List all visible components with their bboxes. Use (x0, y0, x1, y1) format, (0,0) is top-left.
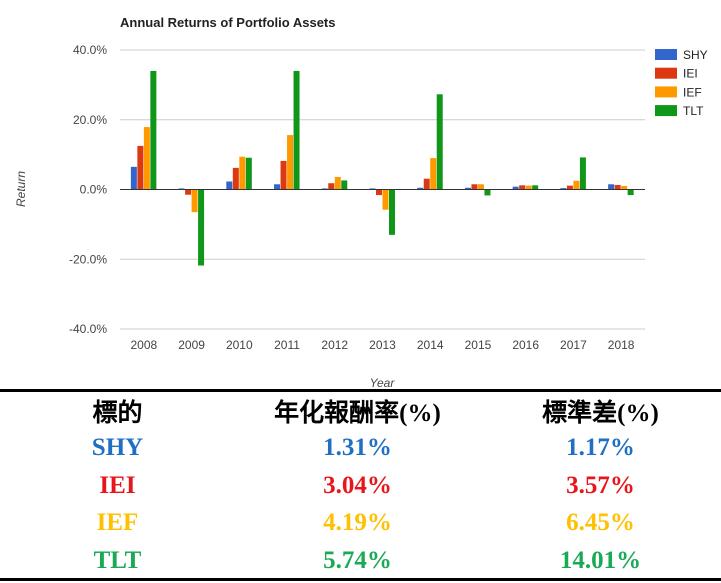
bar-tlt-2010 (245, 157, 252, 190)
legend-swatch-shy (655, 49, 677, 60)
bar-iei-2012 (328, 183, 335, 190)
bar-tlt-2015 (484, 189, 491, 196)
bar-shy-2013 (369, 188, 376, 190)
stdev-cell: 14.01% (559, 546, 642, 574)
bar-iei-2014 (423, 178, 430, 190)
bar-shy-2012 (321, 188, 328, 190)
y-tick-label: 40.0% (73, 43, 107, 57)
ticker-cell: IEI (99, 471, 136, 499)
bar-ief-2016 (525, 185, 532, 190)
bar-ief-2010 (239, 156, 246, 190)
ticker-cell: TLT (93, 546, 142, 574)
bar-ief-2012 (334, 176, 341, 190)
x-axis-label: Year (370, 376, 396, 390)
return-cell: 3.04% (323, 471, 392, 499)
header-ticker: 標的 (92, 399, 143, 427)
bar-iei-2009 (185, 189, 192, 195)
ticker-cell: SHY (91, 434, 144, 462)
legend-label-iei: IEI (683, 67, 698, 81)
legend-swatch-iei (655, 67, 677, 79)
legend-swatch-tlt (655, 105, 677, 117)
stats-header-row: 標的 年化報酬率(%) 標準差(%) (0, 392, 721, 430)
bar-ief-2013 (382, 189, 389, 210)
bar-tlt-2014 (436, 94, 443, 190)
bottom-rule (0, 578, 721, 581)
return-cell: 5.74% (323, 546, 392, 574)
bar-tlt-2008 (150, 70, 157, 190)
bar-shy-2017 (560, 188, 567, 190)
table-row: SHY 1.31% 1.17% (0, 430, 721, 468)
legend-label-shy: SHY (683, 48, 708, 62)
y-tick-label: -40.0% (69, 322, 107, 336)
y-tick-label: 0.0% (80, 183, 108, 197)
table-row: TLT 5.74% 14.01% (0, 542, 721, 580)
bar-tlt-2011 (293, 70, 300, 190)
bar-shy-2016 (512, 186, 519, 190)
bar-shy-2008 (130, 166, 137, 190)
bar-tlt-2013 (389, 189, 395, 235)
bar-shy-2009 (178, 188, 185, 190)
bar-tlt-2018 (627, 189, 634, 196)
y-axis-label: Return (14, 171, 28, 207)
chart-title: Annual Returns of Portfolio Assets (120, 15, 335, 30)
bar-ief-2018 (621, 186, 628, 190)
bar-ief-2017 (573, 180, 580, 190)
return-cell: 1.31% (323, 434, 392, 462)
x-tick-label: 2013 (369, 338, 396, 352)
bar-iei-2015 (471, 184, 478, 190)
bar-ief-2011 (287, 135, 294, 190)
header-annual-return: 年化報酬率(%) (274, 399, 441, 427)
x-tick-label: 2009 (178, 338, 205, 352)
bar-ief-2014 (430, 158, 437, 190)
x-tick-label: 2008 (131, 338, 158, 352)
bar-shy-2018 (608, 184, 615, 190)
bar-iei-2017 (566, 185, 573, 190)
stdev-cell: 6.45% (566, 509, 635, 537)
bar-iei-2008 (137, 145, 144, 190)
bar-iei-2011 (280, 160, 287, 190)
bar-tlt-2009 (198, 189, 205, 266)
y-tick-label: -20.0% (69, 252, 107, 266)
bar-iei-2018 (614, 184, 621, 190)
legend-swatch-ief (655, 86, 677, 98)
x-tick-label: 2018 (608, 338, 635, 352)
bar-shy-2011 (274, 184, 281, 190)
legend-label-tlt: TLT (683, 104, 704, 118)
header-stdev: 標準差(%) (542, 399, 659, 427)
bar-chart: Annual Returns of Portfolio Assets Retur… (14, 15, 708, 390)
stats-table: 標的 年化報酬率(%) 標準差(%) SHY 1.31% 1.17% IEI 3… (0, 392, 721, 580)
stdev-cell: 3.57% (566, 471, 635, 499)
section-divider (0, 389, 721, 392)
return-cell: 4.19% (323, 509, 392, 537)
bar-shy-2010 (226, 181, 233, 190)
legend-label-ief: IEF (683, 85, 702, 99)
x-tick-label: 2010 (226, 338, 253, 352)
bar-tlt-2012 (341, 180, 348, 190)
x-tick-label: 2015 (465, 338, 492, 352)
bar-iei-2016 (519, 185, 526, 190)
y-tick-label: 20.0% (73, 113, 107, 127)
x-tick-label: 2016 (512, 338, 539, 352)
x-tick-label: 2012 (321, 338, 348, 352)
stdev-cell: 1.17% (566, 434, 635, 462)
bar-shy-2014 (417, 187, 424, 190)
x-tick-label: 2011 (274, 338, 300, 352)
ticker-cell: IEF (96, 509, 139, 537)
bar-ief-2015 (477, 184, 484, 190)
x-tick-label: 2017 (560, 338, 587, 352)
table-row: IEF 4.19% 6.45% (0, 505, 721, 543)
bar-ief-2008 (143, 127, 150, 190)
bar-shy-2015 (464, 187, 471, 190)
bar-iei-2010 (232, 167, 239, 190)
bar-ief-2009 (191, 189, 198, 213)
x-tick-label: 2014 (417, 338, 444, 352)
bar-tlt-2017 (579, 157, 586, 190)
bar-tlt-2016 (532, 185, 539, 190)
chart-area: Annual Returns of Portfolio Assets Retur… (14, 15, 708, 390)
bar-iei-2013 (376, 189, 382, 196)
table-row: IEI 3.04% 3.57% (0, 467, 721, 505)
